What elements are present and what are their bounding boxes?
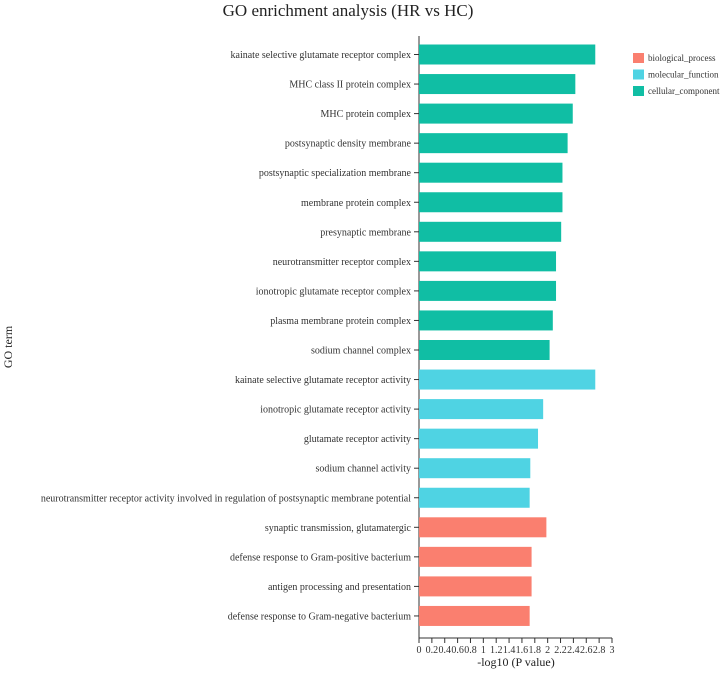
category-label: glutamate receptor activity	[304, 434, 411, 445]
bar	[419, 251, 557, 272]
bar	[419, 605, 530, 626]
category-label: synaptic transmission, glutamatergic	[265, 523, 412, 534]
bar	[419, 103, 573, 124]
x-tick-label: 1.2	[490, 645, 503, 656]
legend-label: biological_process	[648, 53, 716, 63]
bar	[419, 221, 562, 242]
x-tick-label: 2.8	[593, 645, 606, 656]
bar	[419, 44, 596, 65]
x-tick-label: 2	[545, 645, 550, 656]
category-label: kainate selective glutamate receptor com…	[231, 50, 411, 61]
category-label: defense response to Gram-negative bacter…	[228, 611, 411, 622]
y-axis-label: GO term	[1, 325, 15, 368]
x-tick-label: 0	[417, 645, 422, 656]
category-label: antigen processing and presentation	[268, 582, 411, 593]
legend-label: molecular_function	[648, 70, 719, 80]
x-axis-label: -log10 (P value)	[477, 655, 555, 669]
category-label: ionotropic glutamate receptor activity	[260, 405, 411, 416]
category-label: ionotropic glutamate receptor complex	[256, 286, 411, 297]
category-label: presynaptic membrane	[320, 227, 411, 238]
x-tick-label: 1.4	[503, 645, 516, 656]
bar	[419, 280, 557, 301]
x-tick-label: 0.8	[464, 645, 477, 656]
category-label: sodium channel activity	[315, 464, 411, 475]
bar	[419, 133, 568, 154]
bar	[419, 576, 532, 597]
bar	[419, 487, 530, 508]
x-tick-label: 0.2	[426, 645, 439, 656]
bar	[419, 369, 596, 390]
bar	[419, 340, 550, 360]
category-label: postsynaptic density membrane	[285, 139, 412, 150]
category-label: MHC class II protein complex	[289, 80, 411, 91]
category-label: neurotransmitter receptor activity invol…	[41, 493, 411, 504]
x-tick-label: 0.6	[451, 645, 464, 656]
x-tick-label: 2.4	[567, 645, 580, 656]
category-label: postsynaptic specialization membrane	[259, 168, 412, 179]
bar	[419, 546, 532, 567]
x-tick-label: 2.6	[580, 645, 593, 656]
category-label: kainate selective glutamate receptor act…	[235, 375, 411, 386]
plot-area: kainate selective glutamate receptor com…	[41, 36, 615, 656]
x-tick-label: 0.4	[438, 645, 451, 656]
category-label: membrane protein complex	[301, 198, 411, 209]
category-label: plasma membrane protein complex	[270, 316, 411, 327]
bar	[419, 517, 547, 538]
legend-swatch	[633, 69, 644, 80]
legend-label: cellular_component	[648, 86, 720, 96]
category-label: defense response to Gram-positive bacter…	[230, 552, 411, 563]
bar	[419, 192, 563, 213]
legend: biological_process molecular_functioncell…	[633, 53, 720, 96]
chart-title: GO enrichment analysis (HR vs HC)	[223, 1, 474, 20]
x-tick-label: 3	[610, 645, 615, 656]
x-tick-label: 1.8	[529, 645, 542, 656]
category-label: sodium channel complex	[311, 346, 411, 357]
category-label: neurotransmitter receptor complex	[273, 257, 411, 268]
bar	[419, 162, 563, 183]
bar	[419, 310, 553, 331]
bar	[419, 74, 576, 95]
bar	[419, 428, 539, 449]
x-tick-label: 1	[481, 645, 486, 656]
x-tick-label: 1.6	[516, 645, 529, 656]
category-label: MHC protein complex	[320, 109, 411, 120]
bar	[419, 399, 544, 420]
legend-swatch	[633, 53, 644, 63]
x-tick-label: 2.2	[554, 645, 567, 656]
bar	[419, 458, 531, 479]
legend-swatch	[633, 86, 644, 96]
